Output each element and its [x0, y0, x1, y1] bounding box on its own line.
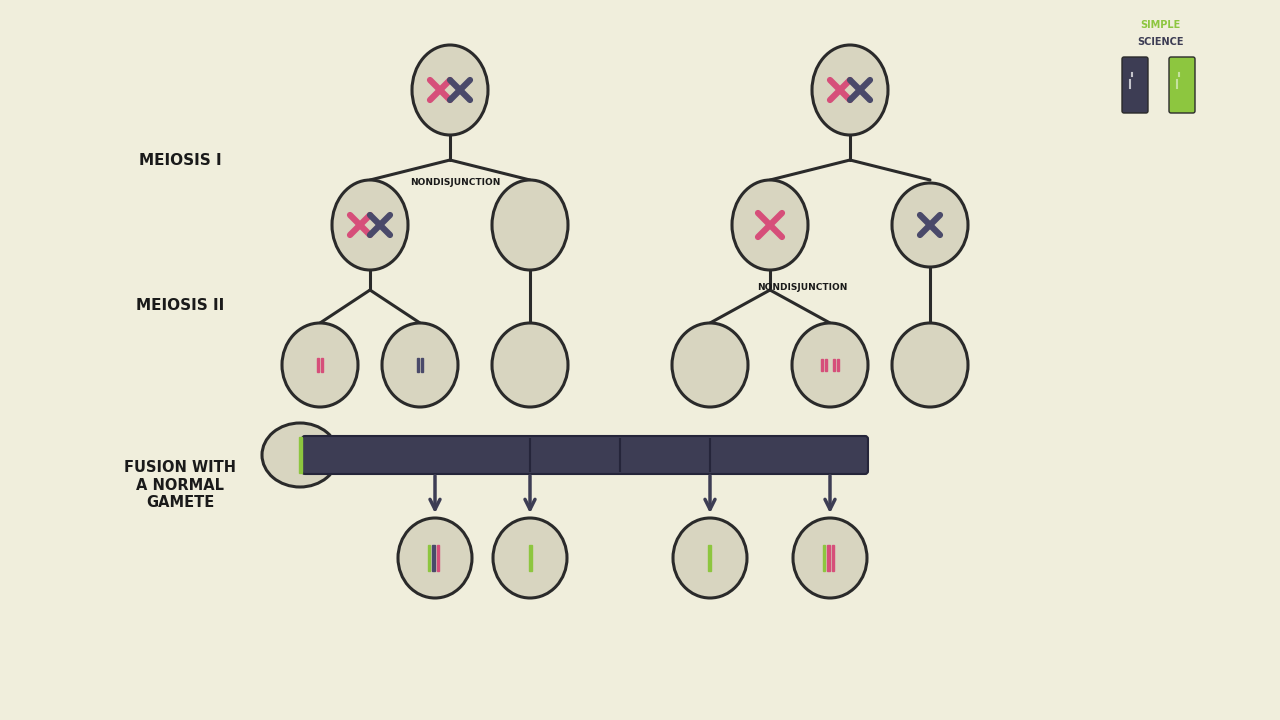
Text: MEIOSIS I: MEIOSIS I [138, 153, 221, 168]
FancyBboxPatch shape [1123, 57, 1148, 113]
Text: NONDISJUNCTION: NONDISJUNCTION [756, 283, 847, 292]
Ellipse shape [412, 45, 488, 135]
Ellipse shape [892, 323, 968, 407]
Ellipse shape [672, 323, 748, 407]
Bar [316, 358, 319, 372]
Ellipse shape [492, 180, 568, 270]
Text: NONDISJUNCTION: NONDISJUNCTION [410, 178, 500, 187]
Bar [529, 545, 531, 571]
Bar [833, 359, 835, 371]
Ellipse shape [732, 180, 808, 270]
Ellipse shape [398, 518, 472, 598]
Bar [832, 545, 835, 571]
Bar [421, 358, 422, 372]
Ellipse shape [282, 323, 358, 407]
Bar [820, 359, 823, 371]
Text: SIMPLE: SIMPLE [1140, 20, 1180, 30]
Ellipse shape [381, 323, 458, 407]
Bar [417, 358, 419, 372]
Bar [298, 437, 302, 473]
Ellipse shape [794, 518, 867, 598]
Text: SCIENCE: SCIENCE [1137, 37, 1183, 47]
Ellipse shape [492, 323, 568, 407]
Ellipse shape [892, 183, 968, 267]
Ellipse shape [332, 180, 408, 270]
Bar [428, 545, 430, 571]
Ellipse shape [493, 518, 567, 598]
FancyBboxPatch shape [302, 436, 868, 474]
Bar [824, 359, 827, 371]
Text: FUSION WITH
A NORMAL
GAMETE: FUSION WITH A NORMAL GAMETE [124, 460, 236, 510]
Ellipse shape [792, 323, 868, 407]
Bar [709, 545, 712, 571]
Ellipse shape [812, 45, 888, 135]
Bar [827, 545, 829, 571]
Text: MEIOSIS II: MEIOSIS II [136, 297, 224, 312]
Bar [321, 358, 323, 372]
Ellipse shape [673, 518, 748, 598]
Ellipse shape [262, 423, 338, 487]
Bar [433, 545, 434, 571]
Bar [436, 545, 439, 571]
FancyBboxPatch shape [1169, 57, 1196, 113]
Bar [837, 359, 838, 371]
Bar [823, 545, 826, 571]
